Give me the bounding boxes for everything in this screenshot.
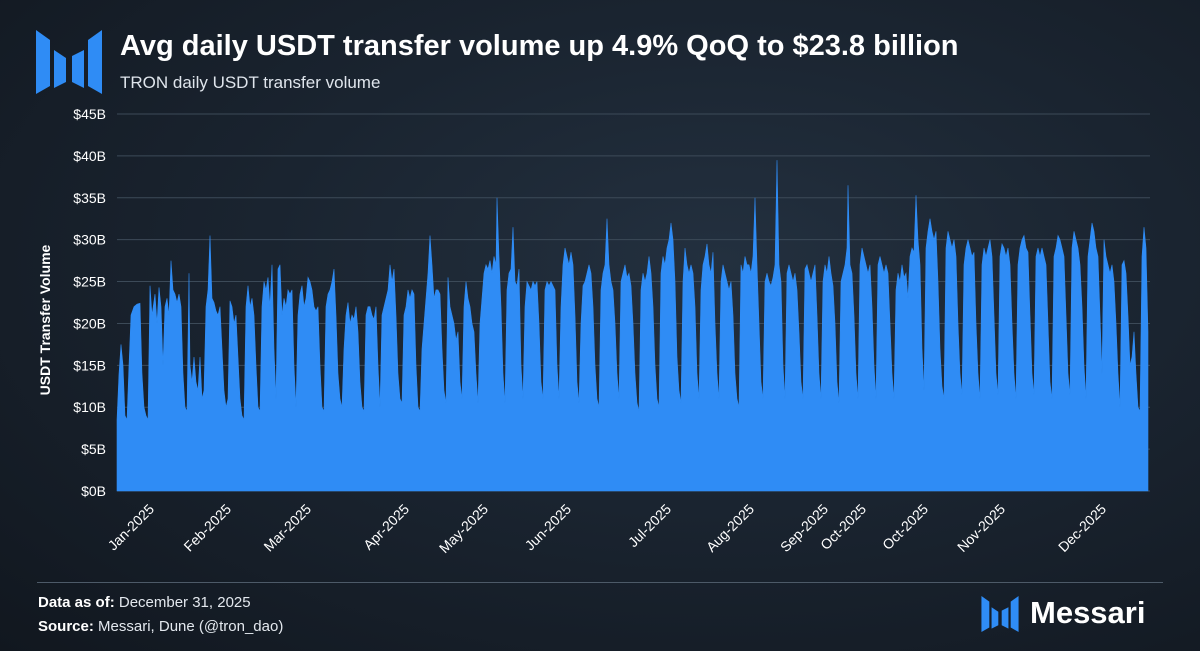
x-tick-label: Oct-2025 <box>879 501 931 553</box>
brand-logo: Messari <box>980 594 1165 634</box>
x-tick-label: Mar-2025 <box>260 501 314 555</box>
y-tick-label: $0B <box>81 483 106 499</box>
y-tick-label: $25B <box>73 274 106 290</box>
x-tick-label: May-2025 <box>436 501 491 556</box>
source-line: Source: Messari, Dune (@tron_dao) <box>38 618 283 635</box>
chart-subtitle: TRON daily USDT transfer volume <box>120 73 381 92</box>
brand-name: Messari <box>1030 595 1146 630</box>
chart-title: Avg daily USDT transfer volume up 4.9% Q… <box>120 30 959 62</box>
y-tick-label: $20B <box>73 315 106 331</box>
data-as-of: Data as of: December 31, 2025 <box>38 594 251 611</box>
data-as-of-label: Data as of: <box>38 594 115 611</box>
x-tick-label: Aug-2025 <box>703 501 757 555</box>
y-tick-label: $5B <box>81 441 106 457</box>
x-tick-label: Jan-2025 <box>105 501 158 554</box>
messari-brand-icon <box>981 596 1019 632</box>
series-area <box>116 160 1149 492</box>
y-tick-label: $10B <box>73 399 106 415</box>
x-tick-label: Dec-2025 <box>1055 501 1109 555</box>
y-tick-label: $35B <box>73 190 106 206</box>
chart-area: $0B $5B $10B $15B $20B $25B $30B $35B $40B $45B Ja… <box>0 100 1200 570</box>
footer-divider <box>37 582 1163 583</box>
source-value: Messari, Dune (@tron_dao) <box>98 618 284 635</box>
messari-logo-icon <box>36 30 102 94</box>
y-tick-label: $30B <box>73 232 106 248</box>
y-tick-label: $45B <box>73 106 106 122</box>
x-tick-label: Jun-2025 <box>522 501 575 554</box>
x-tick-label: Jul-2025 <box>625 501 674 550</box>
x-tick-label: Nov-2025 <box>954 501 1008 555</box>
data-as-of-value: December 31, 2025 <box>118 594 251 611</box>
x-tick-label: Feb-2025 <box>180 501 234 555</box>
source-label: Source: <box>38 618 94 635</box>
x-tick-label: Apr-2025 <box>360 501 412 553</box>
y-tick-label: $15B <box>73 357 106 373</box>
y-tick-label: $40B <box>73 148 106 164</box>
y-axis-title: USDT Transfer Volume <box>37 244 53 396</box>
area-chart: $0B $5B $10B $15B $20B $25B $30B $35B $40B $45B Ja… <box>73 106 1150 556</box>
